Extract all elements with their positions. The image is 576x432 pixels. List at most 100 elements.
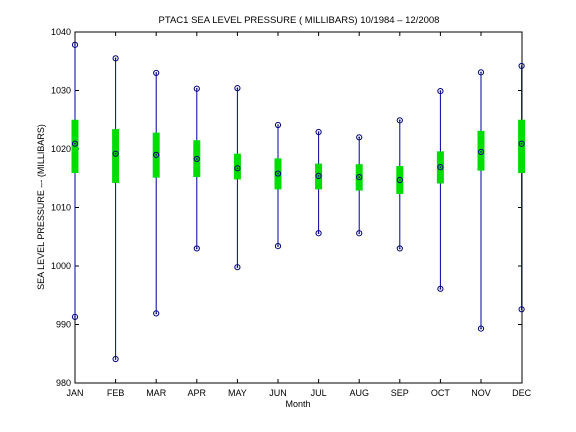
max-marker	[71, 41, 79, 48]
mean-marker-dot	[399, 179, 401, 181]
min-marker	[193, 245, 200, 252]
min-marker	[518, 306, 525, 313]
max-marker-dot	[317, 131, 320, 133]
iqr-box	[233, 153, 241, 180]
min-marker	[396, 245, 403, 252]
max-marker	[356, 134, 363, 141]
mean-marker-dot	[236, 167, 239, 170]
max-marker-dot	[114, 57, 117, 60]
mean-marker-dot	[358, 176, 361, 178]
max-marker	[477, 69, 485, 76]
max-marker	[518, 62, 525, 70]
min-marker-dot	[439, 288, 442, 290]
mean-marker-dot	[196, 158, 198, 160]
x-tick-label: FEB	[107, 388, 125, 398]
min-marker-dot	[74, 316, 76, 318]
y-tick-label: 1030	[51, 86, 71, 96]
min-marker-dot	[155, 312, 157, 315]
y-tick-label: 980	[56, 378, 71, 388]
max-marker-dot	[520, 65, 523, 67]
x-axis-label: Month	[285, 399, 310, 409]
min-marker-dot	[520, 308, 523, 311]
min-marker	[356, 230, 363, 237]
y-axis-label: SEA LEVEL PRESSURE –- (MILLIBARS)	[36, 124, 46, 290]
min-marker-dot	[114, 358, 117, 360]
mean-marker-dot	[439, 166, 442, 168]
x-tick-label: MAR	[146, 388, 167, 398]
max-marker	[396, 117, 403, 124]
min-marker	[437, 285, 444, 292]
mean-marker-dot	[155, 154, 157, 156]
min-marker-dot	[358, 232, 361, 235]
mean-marker-dot	[317, 175, 320, 177]
min-marker-dot	[236, 266, 239, 268]
max-marker	[274, 121, 282, 129]
y-tick-label: 1010	[51, 203, 71, 213]
mean-marker-dot	[74, 142, 76, 145]
max-marker-dot	[480, 71, 482, 74]
min-marker	[153, 310, 160, 317]
min-marker-dot	[399, 247, 401, 250]
plot-marks	[71, 41, 526, 363]
y-tick-label: 990	[56, 320, 71, 330]
mean-marker	[193, 155, 200, 163]
mean-marker	[396, 176, 403, 184]
min-marker	[71, 313, 79, 320]
mean-marker-dot	[480, 151, 482, 153]
x-tick-label: JAN	[66, 388, 83, 398]
mean-marker-dot	[277, 172, 279, 175]
y-tick-label: 1040	[51, 27, 71, 37]
chart-title: PTAC1 SEA LEVEL PRESSURE ( MILLIBARS) 10…	[159, 15, 440, 26]
max-marker-dot	[358, 136, 361, 139]
mean-marker	[518, 140, 525, 147]
max-marker	[234, 85, 241, 92]
x-tick-label: OCT	[431, 388, 451, 398]
min-marker-dot	[196, 247, 198, 250]
min-marker	[315, 230, 322, 237]
mean-marker	[112, 150, 119, 157]
max-marker	[112, 55, 119, 62]
x-tick-label: MAY	[228, 388, 247, 398]
max-marker-dot	[74, 44, 76, 46]
mean-marker	[315, 172, 322, 180]
mean-marker	[71, 140, 79, 147]
x-tick-label: JUN	[269, 388, 287, 398]
min-marker-dot	[317, 232, 320, 235]
max-marker-dot	[155, 72, 157, 74]
min-marker-dot	[480, 327, 482, 330]
mean-marker	[234, 165, 241, 172]
mean-marker-dot	[114, 152, 117, 155]
max-marker-dot	[236, 87, 239, 89]
max-marker	[193, 85, 200, 92]
max-marker-dot	[196, 87, 198, 90]
mean-marker	[153, 151, 160, 158]
mean-marker	[356, 173, 363, 181]
max-marker-dot	[277, 124, 279, 126]
y-tick-label: 1000	[51, 261, 71, 271]
max-marker-dot	[399, 119, 401, 122]
min-marker	[234, 264, 241, 271]
iqr-box	[477, 130, 485, 171]
x-tick-label: DEC	[512, 388, 532, 398]
x-tick-label: AUG	[349, 388, 369, 398]
x-tick-label: APR	[188, 388, 207, 398]
max-marker	[437, 87, 444, 95]
x-tick-label: SEP	[391, 388, 409, 398]
mean-marker	[274, 170, 282, 177]
mean-marker	[437, 164, 444, 171]
max-marker	[153, 69, 160, 77]
min-marker	[112, 355, 119, 363]
y-tick-label: 1020	[51, 144, 71, 154]
min-marker	[274, 243, 282, 250]
min-marker-dot	[277, 245, 279, 247]
min-marker	[477, 325, 485, 332]
mean-marker	[477, 148, 485, 156]
x-axis: JAN FEB MAR APR MAY JUN JUL AUG SEP OCT NOV DEC	[66, 32, 532, 398]
x-tick-label: JUL	[311, 388, 327, 398]
mean-marker-dot	[520, 142, 523, 145]
max-marker-dot	[439, 90, 442, 92]
max-marker	[315, 128, 322, 136]
x-tick-label: NOV	[471, 388, 491, 398]
